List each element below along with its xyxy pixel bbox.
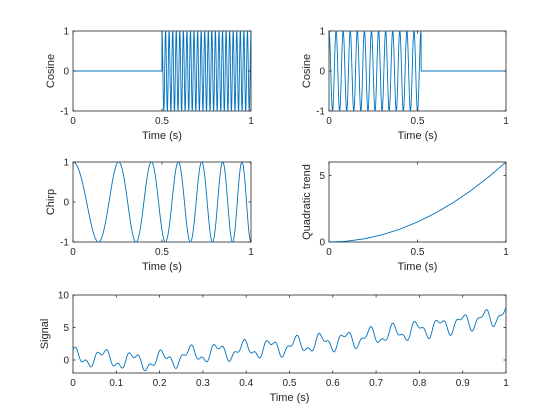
x-tick-label: 0.5 [155,116,169,127]
x-tick-label: 1 [248,247,254,258]
x-tick-label: 0.1 [109,378,123,389]
y-tick-label: 5 [63,323,69,334]
x-tick-label: 0 [70,247,76,258]
x-axis-label: Time (s) [142,261,182,273]
y-axis-label: Cosine [45,54,57,88]
x-tick-label: 1 [503,116,509,127]
x-tick-label: 0.9 [456,378,470,389]
x-tick-label: 0 [326,247,332,258]
series-line [329,31,506,111]
y-tick-label: 1 [63,158,69,169]
y-tick-label: 1 [63,27,69,38]
x-tick-label: 0.5 [411,116,425,127]
y-tick-label: 0 [63,67,69,78]
series-line [73,31,251,111]
y-tick-label: -1 [316,107,325,118]
y-tick-label: 0 [319,67,325,78]
series-line [73,162,251,242]
y-axis-label: Chirp [45,189,57,215]
y-tick-label: -1 [60,238,69,249]
x-tick-label: 0.5 [155,247,169,258]
y-tick-label: -1 [60,107,69,118]
x-tick-label: 1 [503,247,509,258]
axes-box [72,294,507,374]
y-axis-label: Quadratic trend [301,164,313,240]
y-tick-label: 0 [319,238,325,249]
axes-box [328,161,507,243]
x-tick-label: 0 [326,116,332,127]
y-tick-label: 10 [58,291,70,302]
x-tick-label: 0.2 [153,378,167,389]
y-tick-label: 0 [63,356,69,367]
y-axis-label: Cosine [301,54,313,88]
x-tick-label: 0.3 [196,378,210,389]
x-tick-label: 0.5 [283,378,297,389]
x-axis-label: Time (s) [270,392,310,404]
y-tick-label: 1 [319,27,325,38]
subplot-quadratic-trend: 0 0.5 1 0 5 Time (s) Quadratic trend [301,161,509,273]
y-tick-label: 5 [319,171,325,182]
x-tick-label: 0 [70,378,76,389]
x-tick-label: 1 [503,378,509,389]
x-tick-label: 0.4 [239,378,253,389]
y-axis-label: Signal [39,319,51,350]
x-tick-label: 0 [70,116,76,127]
x-tick-label: 0.5 [411,247,425,258]
x-axis-label: Time (s) [398,261,438,273]
x-tick-label: 0.7 [369,378,383,389]
x-tick-label: 1 [248,116,254,127]
x-tick-label: 0.8 [412,378,426,389]
x-axis-label: Time (s) [142,130,182,142]
series-line [73,307,506,372]
x-axis-label: Time (s) [398,130,438,142]
series-line [329,162,506,242]
x-tick-label: 0.6 [326,378,340,389]
y-tick-label: 0 [63,198,69,209]
